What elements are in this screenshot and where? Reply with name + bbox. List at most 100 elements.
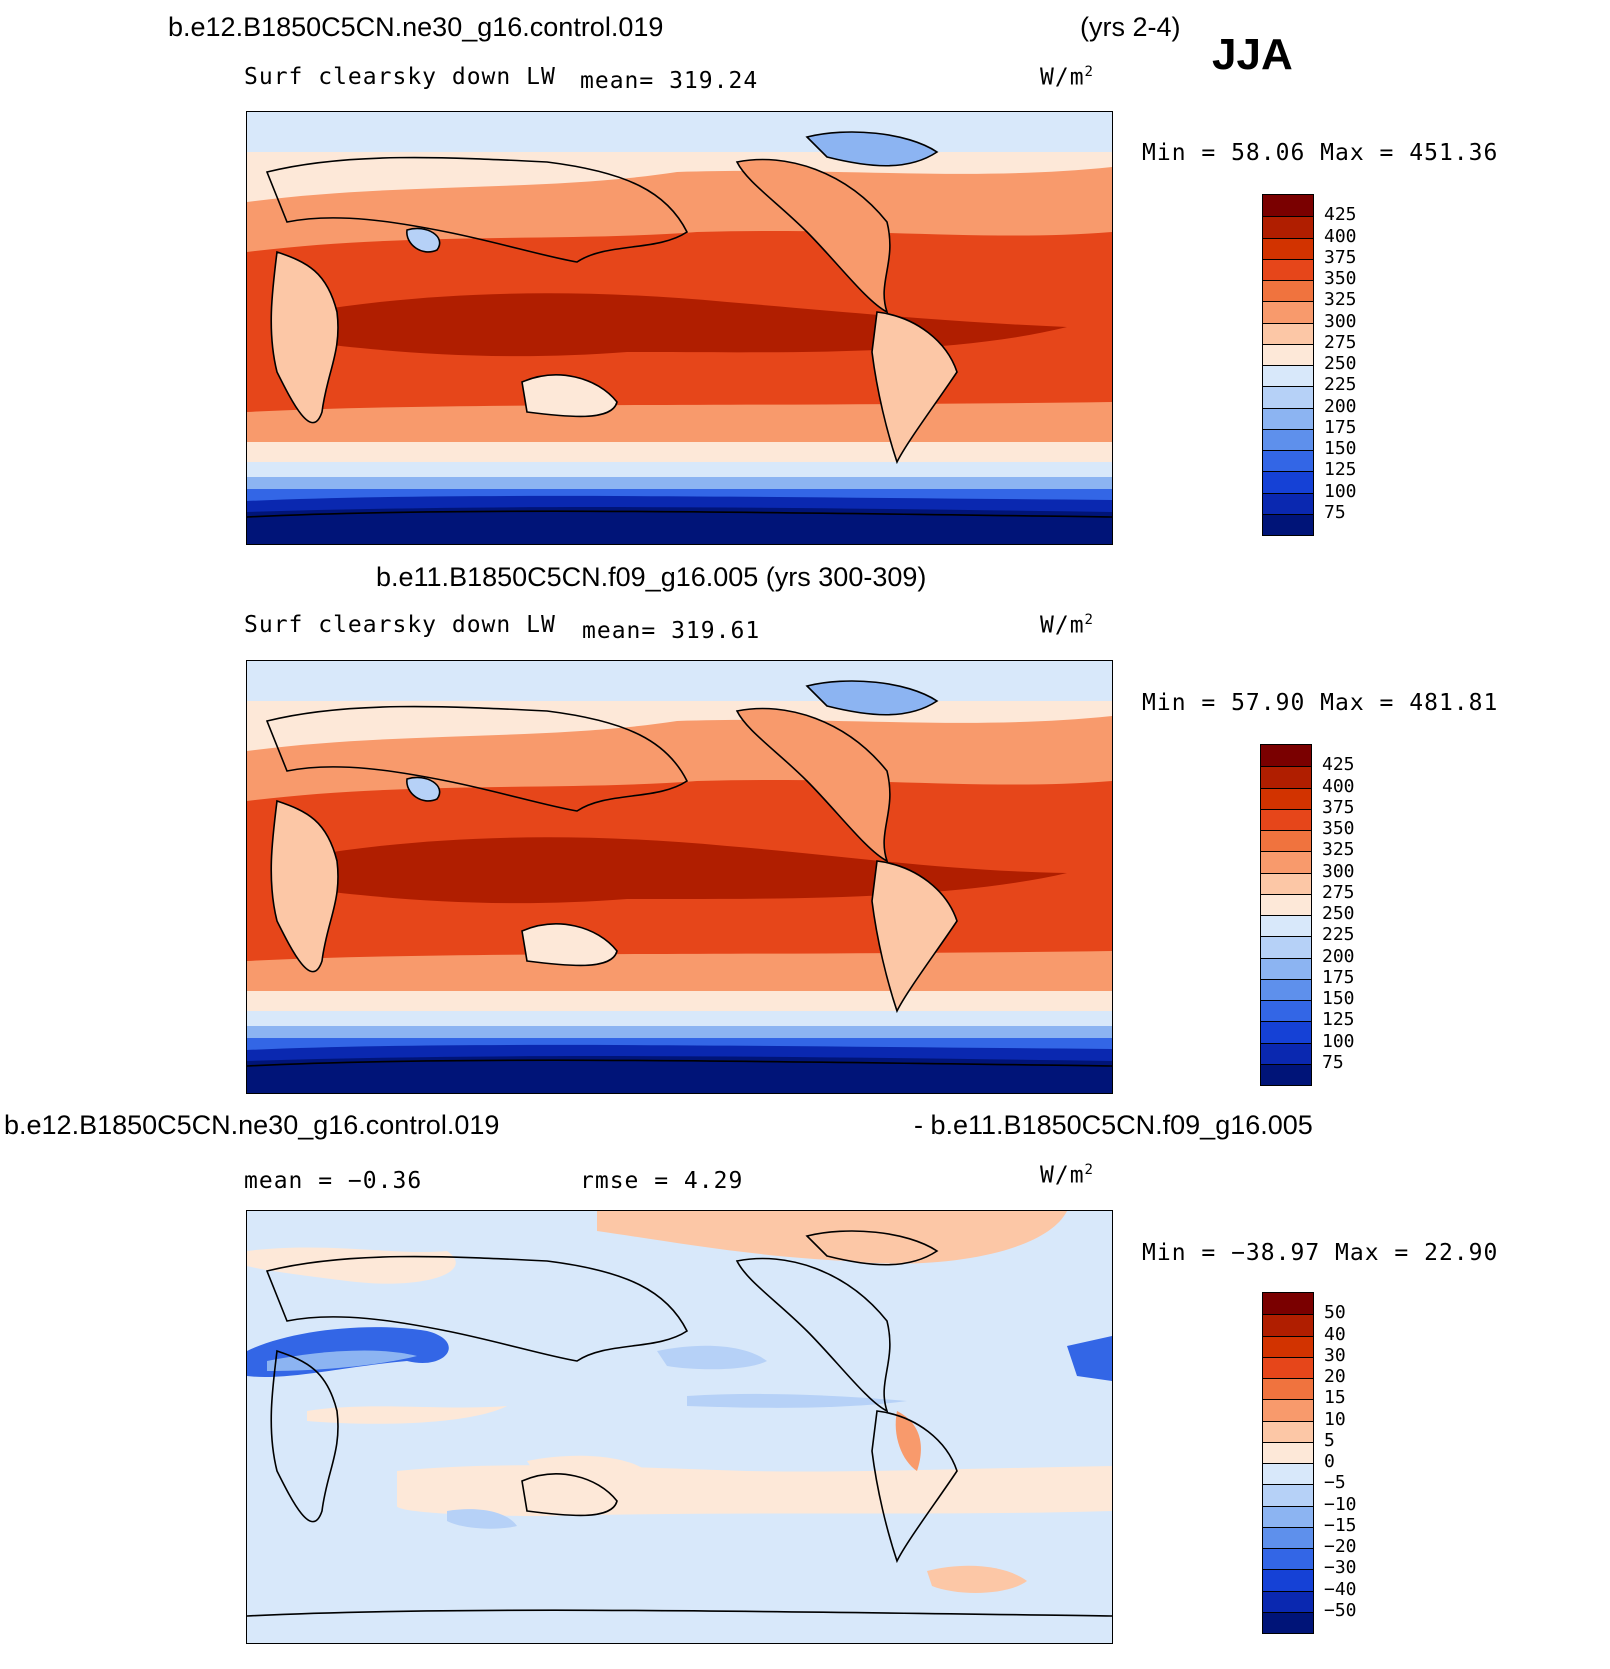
colorbar-tick-label: 350	[1324, 268, 1357, 289]
colorbar-box	[1261, 1000, 1311, 1022]
case-a-years: (yrs 2-4)	[1080, 12, 1181, 42]
colorbar-box	[1261, 1042, 1311, 1064]
colorbar-tick-label: 200	[1324, 395, 1357, 417]
top-variable-label: Surf clearsky down LW	[244, 64, 556, 90]
colorbar-box	[1263, 1420, 1313, 1442]
colorbar-tick-label: 225	[1322, 924, 1355, 946]
colorbar-box	[1263, 471, 1313, 493]
colorbar-box	[1261, 851, 1311, 873]
top-map-field	[247, 112, 1112, 544]
middle-units-label: W/m2	[1040, 612, 1094, 639]
colorbar-tick-label: 150	[1324, 438, 1357, 459]
colorbar-tick-label: 300	[1322, 860, 1355, 882]
colorbar-box	[1261, 766, 1311, 788]
colorbar-box	[1263, 1526, 1313, 1548]
colorbar-tick-label: 250	[1324, 353, 1357, 374]
colorbar-box	[1263, 428, 1313, 450]
colorbar-box	[1263, 1441, 1313, 1463]
colorbar-box	[1263, 513, 1313, 535]
colorbar-box	[1263, 237, 1313, 259]
middle-mean-label: mean= 319.61	[582, 618, 761, 644]
colorbar-box	[1261, 893, 1311, 915]
colorbar-box	[1263, 322, 1313, 344]
colorbar-tick-label: 100	[1322, 1030, 1355, 1052]
colorbar-tick-label: 30	[1324, 1344, 1346, 1366]
diff-map-field	[247, 1211, 1112, 1643]
colorbar-tick-label: 325	[1324, 289, 1357, 311]
colorbar-box	[1263, 1335, 1313, 1357]
colorbar-tick-label: −15	[1324, 1514, 1357, 1536]
middle-minmax-label: Min = 57.90 Max = 481.81	[1142, 690, 1499, 716]
colorbar-box	[1263, 1569, 1313, 1591]
colorbar-tick-label: 400	[1322, 775, 1355, 797]
colorbar-box	[1261, 936, 1311, 958]
colorbar-box	[1263, 343, 1313, 365]
colorbar-tick-label: 375	[1322, 796, 1355, 818]
colorbar-tick-label: 400	[1324, 225, 1357, 247]
colorbar-tick-label: 425	[1324, 204, 1357, 226]
colorbar-tick-label: 250	[1322, 903, 1355, 924]
colorbar-box	[1261, 808, 1311, 830]
colorbar-tick-label: −50	[1324, 1599, 1357, 1621]
colorbar-tick-label: −5	[1324, 1472, 1346, 1494]
colorbar-box	[1263, 1484, 1313, 1506]
colorbar-box	[1263, 1399, 1313, 1421]
colorbar-box	[1263, 280, 1313, 302]
diff-title-left: b.e12.B1850C5CN.ne30_g16.control.019	[4, 1110, 500, 1140]
colorbar-box	[1261, 745, 1311, 767]
colorbar-box	[1261, 1021, 1311, 1043]
top-mean-label: mean= 319.24	[580, 68, 759, 94]
colorbar-tick-label: 425	[1322, 754, 1355, 776]
colorbar-tick-label: 325	[1322, 839, 1355, 861]
colorbar-box	[1263, 1611, 1313, 1633]
colorbar-tick-label: 15	[1324, 1387, 1346, 1409]
colorbar-tick-label: −10	[1324, 1493, 1357, 1515]
top-map	[246, 111, 1113, 545]
middle-map-field	[247, 661, 1112, 1093]
diff-colorbar	[1262, 1292, 1314, 1634]
colorbar-tick-label: 350	[1322, 818, 1355, 839]
diff-mean-label: mean = −0.36	[244, 1168, 423, 1194]
colorbar-box	[1263, 407, 1313, 429]
colorbar-box	[1263, 386, 1313, 408]
colorbar-tick-label: 375	[1324, 246, 1357, 268]
colorbar-box	[1263, 1590, 1313, 1612]
colorbar-tick-label: 40	[1324, 1323, 1346, 1345]
colorbar-box	[1261, 915, 1311, 937]
season-label: JJA	[1212, 30, 1293, 79]
colorbar-tick-label: −30	[1324, 1557, 1357, 1579]
colorbar-tick-label: 275	[1322, 881, 1355, 903]
top-colorbar	[1262, 194, 1314, 536]
colorbar-tick-label: 200	[1322, 945, 1355, 967]
colorbar-tick-label: 225	[1324, 374, 1357, 396]
colorbar-tick-label: 0	[1324, 1451, 1335, 1472]
colorbar-tick-label: 175	[1322, 966, 1355, 988]
diff-units-label: W/m2	[1040, 1162, 1094, 1189]
middle-map	[246, 660, 1113, 1094]
colorbar-box	[1263, 1314, 1313, 1336]
colorbar-tick-label: −40	[1324, 1578, 1357, 1600]
middle-colorbar	[1260, 744, 1312, 1086]
middle-title: b.e11.B1850C5CN.f09_g16.005 (yrs 300-309…	[376, 562, 927, 592]
colorbar-tick-label: 50	[1324, 1302, 1346, 1324]
colorbar-box	[1263, 1378, 1313, 1400]
colorbar-box	[1263, 1548, 1313, 1570]
colorbar-tick-label: 275	[1324, 331, 1357, 353]
diff-minmax-label: Min = −38.97 Max = 22.90	[1142, 1240, 1499, 1266]
colorbar-tick-label: 125	[1324, 459, 1357, 481]
colorbar-tick-label: 150	[1322, 988, 1355, 1009]
colorbar-box	[1263, 450, 1313, 472]
colorbar-box	[1263, 195, 1313, 217]
top-units-label: W/m2	[1040, 64, 1094, 91]
colorbar-tick-label: 100	[1324, 480, 1357, 502]
colorbar-tick-label: 75	[1322, 1051, 1344, 1073]
colorbar-box	[1263, 258, 1313, 280]
colorbar-box	[1263, 492, 1313, 514]
diff-rmse-label: rmse = 4.29	[580, 1168, 744, 1194]
colorbar-box	[1261, 957, 1311, 979]
colorbar-tick-label: 75	[1324, 501, 1346, 523]
colorbar-box	[1263, 301, 1313, 323]
colorbar-box	[1261, 1063, 1311, 1085]
colorbar-box	[1263, 365, 1313, 387]
case-a-title: b.e12.B1850C5CN.ne30_g16.control.019	[168, 12, 664, 42]
